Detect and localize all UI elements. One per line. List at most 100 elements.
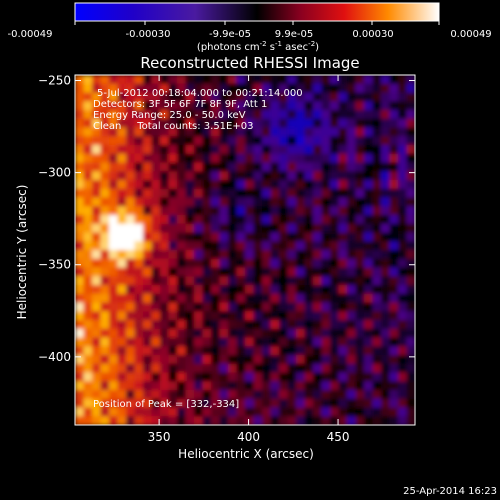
heatmap-cell [313, 223, 323, 234]
heatmap-cell [338, 83, 348, 94]
heatmap-cell [109, 188, 119, 199]
heatmap-cell [151, 162, 161, 172]
heatmap-cell [287, 258, 297, 269]
heatmap-cell [75, 390, 85, 400]
heatmap-cell [270, 320, 280, 330]
heatmap-cell [321, 206, 331, 216]
heatmap-cell [194, 145, 204, 155]
heatmap-cell [245, 206, 255, 216]
heatmap-cell [372, 267, 382, 277]
heatmap-cell [338, 92, 348, 102]
heatmap-cell [381, 416, 391, 425]
heatmap-cell [313, 145, 323, 155]
heatmap-cell [406, 162, 415, 172]
heatmap-cell [389, 232, 399, 242]
heatmap-cell [236, 232, 246, 242]
heatmap-cell [134, 180, 144, 190]
heatmap-cell [372, 171, 382, 181]
heatmap-cell [304, 171, 314, 181]
heatmap-cell [177, 328, 187, 339]
heatmap-cell [245, 337, 255, 347]
heatmap-cell [75, 346, 85, 356]
heatmap-cell [270, 355, 280, 365]
heatmap-cell [381, 75, 391, 85]
heatmap-cell [304, 258, 314, 269]
heatmap-cell [202, 355, 212, 365]
heatmap-cell [253, 311, 263, 321]
heatmap-cell [253, 101, 263, 111]
heatmap-cell [126, 145, 136, 155]
heatmap-cell [143, 215, 153, 225]
heatmap-cell [304, 381, 314, 391]
heatmap-cell [236, 223, 246, 234]
heatmap-cell [177, 398, 187, 409]
heatmap-cell [245, 101, 255, 111]
heatmap-cell [406, 83, 415, 94]
heatmap-cell [279, 328, 289, 339]
heatmap-cell [347, 276, 357, 286]
heatmap-cell [389, 381, 399, 391]
heatmap-cell [364, 355, 374, 365]
heatmap-cell [236, 337, 246, 347]
heatmap-cell [168, 92, 178, 102]
heatmap-cell [117, 188, 127, 199]
heatmap-cell [245, 250, 255, 260]
heatmap-cell [92, 276, 102, 286]
heatmap-cell [398, 83, 408, 94]
heatmap-cell [338, 390, 348, 400]
heatmap-cell [168, 162, 178, 172]
heatmap-cell [296, 276, 306, 286]
heatmap-cell [194, 101, 204, 111]
heatmap-cell [168, 372, 178, 382]
heatmap-cell [236, 258, 246, 269]
heatmap-cell [338, 127, 348, 137]
heatmap-cell [185, 171, 195, 181]
heatmap-cell [381, 267, 391, 277]
heatmap-cell [168, 197, 178, 207]
heatmap-cell [83, 267, 93, 277]
y-tick-label: −350 [38, 258, 71, 272]
heatmap-cell [398, 136, 408, 146]
heatmap-cell [279, 180, 289, 190]
heatmap-cell [75, 398, 85, 409]
heatmap-cell [117, 337, 127, 347]
heatmap-cell [92, 153, 102, 164]
heatmap-cell [313, 416, 323, 425]
heatmap-cell [185, 101, 195, 111]
heatmap-cell [381, 215, 391, 225]
heatmap-cell [177, 83, 187, 94]
colorbar-tick-label: -9.9e-05 [209, 29, 251, 40]
heatmap-cell [330, 337, 340, 347]
heatmap-cell [75, 241, 85, 251]
heatmap-cell [219, 390, 229, 400]
heatmap-cell [270, 75, 280, 85]
heatmap-cell [389, 416, 399, 425]
heatmap-cell [347, 267, 357, 277]
heatmap-cell [83, 110, 93, 120]
heatmap-cell [364, 215, 374, 225]
heatmap-cell [381, 363, 391, 374]
heatmap-cell [160, 320, 170, 330]
heatmap-cell [83, 346, 93, 356]
heatmap-cell [398, 171, 408, 181]
heatmap-cell [117, 355, 127, 365]
heatmap-cell [355, 320, 365, 330]
heatmap-cell [202, 381, 212, 391]
heatmap-cell [185, 180, 195, 190]
heatmap-cell [296, 320, 306, 330]
heatmap-cell [117, 293, 127, 304]
heatmap-cell [338, 75, 348, 85]
heatmap-cell [236, 398, 246, 409]
heatmap-cell [160, 293, 170, 304]
heatmap-cell [100, 372, 110, 382]
heatmap-cell [75, 145, 85, 155]
heatmap-cell [75, 162, 85, 172]
heatmap-cell [398, 206, 408, 216]
heatmap-cell [160, 180, 170, 190]
heatmap-cell [406, 145, 415, 155]
heatmap-cell [245, 127, 255, 137]
heatmap-cell [236, 180, 246, 190]
heatmap-cell [398, 162, 408, 172]
heatmap-cell [253, 241, 263, 251]
heatmap-cell [330, 127, 340, 137]
